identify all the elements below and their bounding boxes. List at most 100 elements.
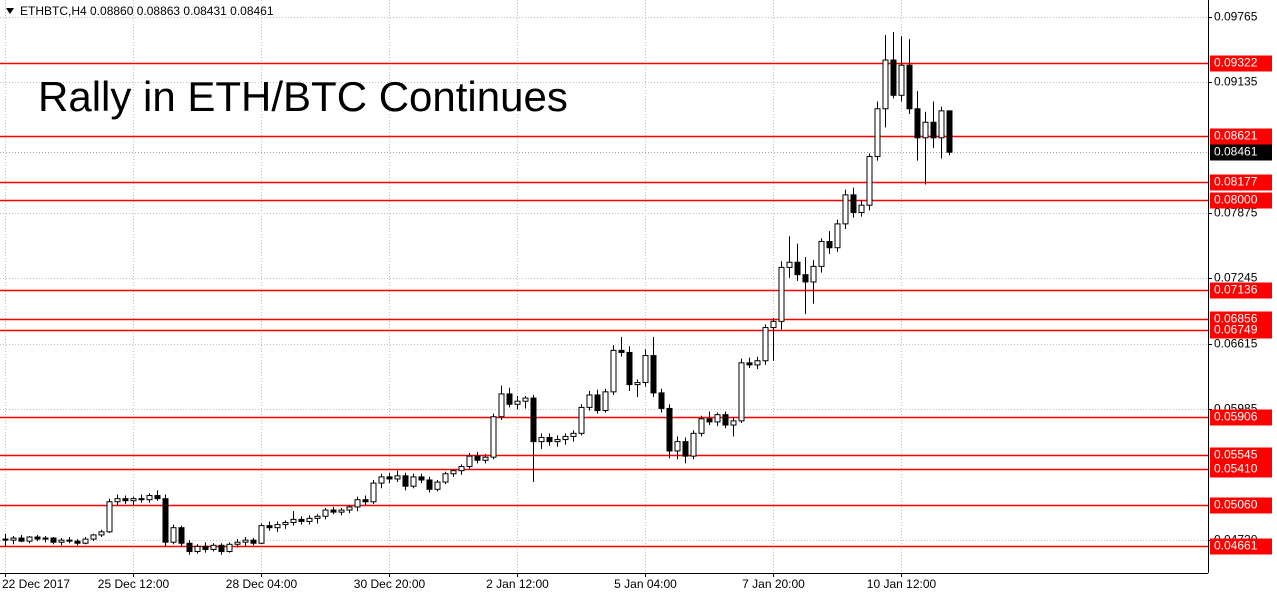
candle-body [250, 539, 257, 544]
candle-body [898, 64, 905, 96]
candle-body [890, 59, 897, 96]
candle-body [650, 355, 657, 394]
y-tick-label: 0.09135 [1214, 75, 1258, 89]
candle-body [82, 538, 89, 544]
candle-body [626, 351, 633, 386]
candle-body [834, 223, 841, 249]
candle-body [914, 108, 921, 139]
candle-body [866, 155, 873, 206]
candle-body [242, 539, 249, 543]
candle-body [290, 518, 297, 524]
candle-body [74, 540, 81, 544]
candle-body [170, 527, 177, 543]
candle-body [754, 360, 761, 366]
candle-body [442, 473, 449, 483]
candle-body [234, 541, 241, 545]
candle-body [138, 498, 145, 501]
candle-body [162, 498, 169, 543]
candle-body [882, 59, 889, 110]
price-label: 0.08461 [1214, 145, 1258, 159]
level-label: 0.08177 [1214, 175, 1258, 189]
candle-body [458, 466, 465, 472]
candle-body [538, 436, 545, 443]
candle-body [274, 524, 281, 529]
candle-body [346, 506, 353, 511]
candle-body [122, 498, 129, 502]
candle-body [818, 240, 825, 267]
candle-body [666, 407, 673, 452]
candle-body [402, 475, 409, 487]
candle-body [42, 537, 49, 540]
candle-body [610, 349, 617, 393]
candle-body [858, 204, 865, 213]
level-label-bg [1210, 447, 1272, 464]
candle-body [378, 476, 385, 484]
candle-body [314, 515, 321, 519]
candle-body [762, 327, 769, 362]
candle-body [354, 499, 361, 508]
y-tick-label: 0.06615 [1214, 337, 1258, 351]
x-tick-label: 25 Dec 12:00 [98, 577, 170, 591]
candle-body [194, 545, 201, 553]
candle-body [578, 406, 585, 434]
candle-body [922, 121, 929, 139]
grid [0, 0, 1208, 573]
axis: 0.09765 0.09135 0.07875 0.07245 0.06615 0.059… [2, 10, 1272, 591]
candle-body [706, 418, 713, 423]
x-tick-label: 22 Dec 2017 [2, 577, 70, 591]
candle-body [178, 527, 185, 544]
candle-body [482, 456, 489, 461]
candle-body [602, 391, 609, 412]
candle-body [690, 432, 697, 457]
candle-body [282, 522, 289, 526]
candle-body [786, 261, 793, 268]
level-label: 0.06856 [1214, 312, 1258, 326]
price-label-bg [1210, 144, 1272, 161]
candle-body [450, 470, 457, 475]
candle-body [338, 509, 345, 513]
level-label-bg [1210, 55, 1272, 72]
candle-body [618, 349, 625, 353]
candle-body [474, 455, 481, 461]
candle-body [410, 476, 417, 487]
candle-body [506, 393, 513, 405]
level-label: 0.09322 [1214, 56, 1258, 70]
candle-body [802, 274, 809, 283]
level-label: 0.04661 [1214, 539, 1258, 553]
candle-body [50, 537, 57, 543]
candle-body [330, 509, 337, 513]
candle-body [746, 362, 753, 366]
candle-body [874, 108, 881, 157]
candle-body [530, 397, 537, 443]
symbol-header: ETHBTC,H4 0.08860 0.08863 0.08431 0.0846… [20, 4, 274, 18]
candle-body [106, 501, 113, 533]
candle-body [370, 482, 377, 503]
candle-body [58, 539, 65, 543]
level-label: 0.07136 [1214, 283, 1258, 297]
candle-body [658, 392, 665, 409]
candle-body [642, 355, 649, 384]
y-tick-label: 0.07875 [1214, 206, 1258, 220]
candle-body [570, 432, 577, 437]
y-tick-label: 0.07245 [1214, 271, 1258, 285]
level-label: 0.05545 [1214, 448, 1258, 462]
candle-body [938, 110, 945, 139]
candle-body [498, 393, 505, 418]
chart-title: Rally in ETH/BTC Continues [38, 73, 568, 120]
candle-body [778, 266, 785, 322]
candle-body [930, 121, 937, 139]
levels [0, 62, 1208, 548]
candle-body [586, 394, 593, 408]
level-label: 0.05906 [1214, 410, 1258, 424]
candle-body [10, 537, 17, 541]
menu-arrow[interactable] [6, 8, 14, 14]
candle-body [34, 536, 41, 540]
level-label-bg [1210, 192, 1272, 209]
y-tick-label: 0.09765 [1214, 10, 1258, 24]
candle-body [258, 525, 265, 544]
x-tick-label: 7 Jan 20:00 [742, 577, 805, 591]
candle-body [546, 436, 553, 443]
candle-body [66, 539, 73, 542]
level-label-bg [1210, 322, 1272, 339]
candle-body [186, 542, 193, 553]
